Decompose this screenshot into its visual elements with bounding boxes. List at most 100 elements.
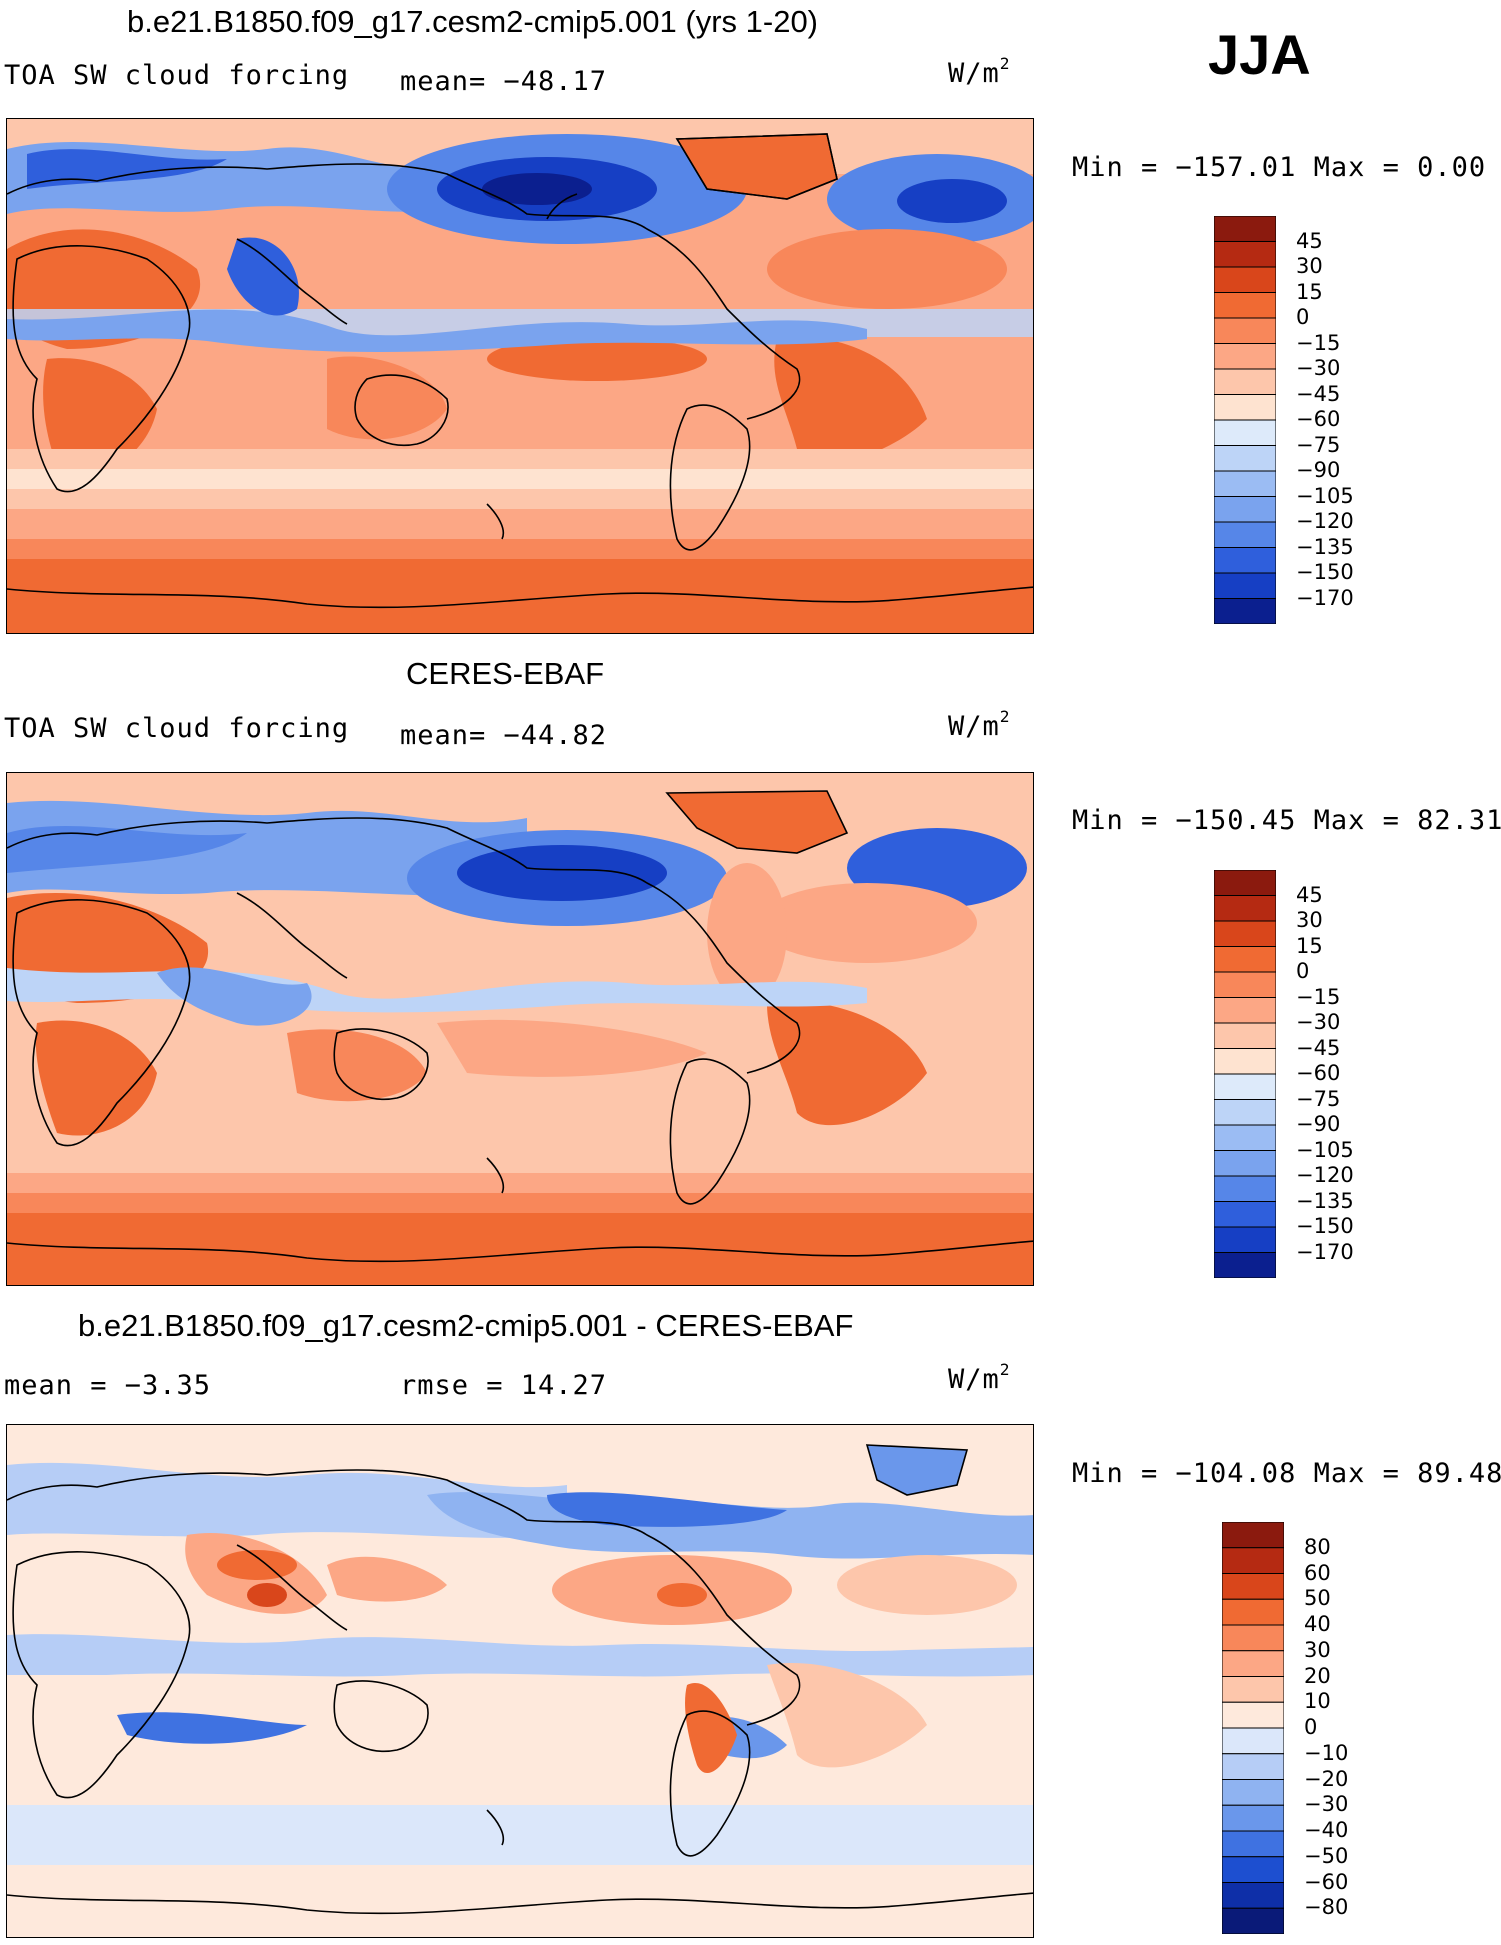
colorbar-tick-label: −60 <box>1296 1061 1341 1085</box>
panel-1-colorbar <box>1213 215 1277 625</box>
colorbar-tick-label: −45 <box>1296 1035 1341 1060</box>
colorbar-swatch <box>1213 317 1277 344</box>
panel-2-title: CERES-EBAF <box>406 656 605 691</box>
colorbar-swatch <box>1221 1650 1285 1677</box>
colorbar-tick-label: 50 <box>1304 1586 1331 1611</box>
colorbar-swatch <box>1213 1150 1277 1177</box>
panel-3-units: W/m2 <box>948 1360 1011 1395</box>
colorbar-swatch <box>1213 997 1277 1024</box>
colorbar-swatch <box>1213 241 1277 268</box>
colorbar-tick-label: 0 <box>1304 1715 1318 1739</box>
panel-2-units: W/m2 <box>948 707 1011 742</box>
colorbar-tick-label: 45 <box>1296 228 1323 253</box>
colorbar-swatch <box>1213 971 1277 998</box>
panel-3-title: b.e21.B1850.f09_g17.cesm2-cmip5.001 - CE… <box>78 1308 854 1343</box>
colorbar-tick-label: −15 <box>1296 984 1341 1009</box>
colorbar-swatch <box>1213 292 1277 319</box>
colorbar-tick-label: −120 <box>1296 1163 1354 1187</box>
colorbar-swatch <box>1213 1175 1277 1202</box>
colorbar-swatch <box>1213 946 1277 973</box>
colorbar-swatch <box>1221 1624 1285 1652</box>
colorbar-tick-label: 0 <box>1296 305 1310 329</box>
colorbar-swatch <box>1221 1753 1285 1780</box>
colorbar-tick-label: 10 <box>1304 1689 1331 1714</box>
panel-2-colorbar <box>1213 869 1277 1279</box>
colorbar-swatch <box>1221 1701 1285 1729</box>
colorbar-swatch <box>1221 1547 1285 1574</box>
colorbar-tick-label: −170 <box>1296 1239 1354 1264</box>
colorbar-swatch <box>1213 572 1277 599</box>
colorbar-tick-label: −90 <box>1296 1112 1341 1136</box>
panel-2-coastlines <box>7 790 1033 1263</box>
colorbar-tick-label: −105 <box>1296 1137 1354 1162</box>
colorbar-tick-label: −60 <box>1296 407 1341 431</box>
colorbar-swatch <box>1221 1598 1285 1626</box>
colorbar-tick-label: 15 <box>1296 279 1323 304</box>
colorbar-swatch <box>1221 1521 1285 1549</box>
colorbar-tick-label: −120 <box>1296 509 1354 533</box>
colorbar-swatch <box>1213 419 1277 446</box>
colorbar-tick-label: −150 <box>1296 560 1354 584</box>
colorbar-swatch <box>1221 1856 1285 1883</box>
colorbar-tick-label: 60 <box>1304 1560 1331 1585</box>
panel-1-map <box>6 118 1034 634</box>
colorbar-tick-label: 30 <box>1296 908 1323 932</box>
colorbar-tick-label: −135 <box>1296 1188 1354 1213</box>
colorbar-tick-label: 15 <box>1296 933 1323 958</box>
panel-3-colorbar-labels: 80 60 50 40 30 20 10 0 −10 −20 −30 −40 −50 −60 −80 <box>1304 1522 1424 1934</box>
colorbar-swatch <box>1213 266 1277 293</box>
colorbar-swatch <box>1213 343 1277 370</box>
colorbar-tick-label: −150 <box>1296 1214 1354 1238</box>
panel-1-units: W/m2 <box>948 54 1011 89</box>
colorbar-swatch <box>1213 547 1277 574</box>
panel-3-minmax: Min = −104.08 Max = 89.48 <box>1072 1458 1501 1489</box>
colorbar-tick-label: −75 <box>1296 1086 1341 1111</box>
panel-3-colorbar <box>1221 1521 1285 1935</box>
panel-3-coastlines <box>7 1444 1033 1915</box>
panel-2-variable-label: TOA SW cloud forcing <box>4 713 350 744</box>
colorbar-swatch <box>1221 1573 1285 1600</box>
colorbar-tick-label: −170 <box>1296 585 1354 610</box>
panel-1-minmax: Min = −157.01 Max = 0.00 <box>1072 152 1487 183</box>
colorbar-tick-label: −75 <box>1296 432 1341 457</box>
panel-1-title: b.e21.B1850.f09_g17.cesm2-cmip5.001 (yrs… <box>127 4 819 39</box>
panel-3-rmse-label: rmse = 14.27 <box>400 1370 608 1401</box>
colorbar-swatch <box>1221 1727 1285 1755</box>
colorbar-swatch <box>1213 215 1277 242</box>
panel-2-map <box>6 772 1034 1286</box>
colorbar-tick-label: −50 <box>1304 1843 1349 1868</box>
colorbar-swatch <box>1213 470 1277 497</box>
colorbar-swatch <box>1213 1073 1277 1100</box>
panel-3-mean-label: mean = −3.35 <box>4 1370 212 1401</box>
colorbar-swatch <box>1213 1252 1277 1279</box>
panel-2-minmax: Min = −150.45 Max = 82.31 <box>1072 805 1501 836</box>
panel-3-map <box>6 1424 1034 1938</box>
colorbar-swatch <box>1213 920 1277 947</box>
colorbar-tick-label: 0 <box>1296 959 1310 983</box>
colorbar-swatch <box>1221 1804 1285 1832</box>
colorbar-swatch <box>1213 1124 1277 1151</box>
colorbar-swatch <box>1221 1907 1285 1935</box>
colorbar-swatch <box>1213 496 1277 523</box>
colorbar-swatch <box>1213 394 1277 421</box>
colorbar-tick-label: −10 <box>1304 1740 1349 1765</box>
colorbar-tick-label: 40 <box>1304 1612 1331 1636</box>
colorbar-tick-label: −30 <box>1304 1792 1349 1817</box>
panel-1-mean-label: mean= −48.17 <box>400 66 608 97</box>
panel-1-colorbar-labels: 45 30 15 0 −15 −30 −45 −60 −75 −90 −105 −120 −135 −15… <box>1296 216 1416 624</box>
colorbar-tick-label: 80 <box>1304 1534 1331 1559</box>
colorbar-tick-label: −135 <box>1296 534 1354 559</box>
colorbar-tick-label: 45 <box>1296 882 1323 907</box>
colorbar-tick-label: 30 <box>1296 254 1323 278</box>
colorbar-tick-label: −15 <box>1296 330 1341 355</box>
panel-2-mean-label: mean= −44.82 <box>400 720 608 751</box>
colorbar-swatch <box>1213 1048 1277 1075</box>
panel-1-coastlines <box>7 133 1033 609</box>
colorbar-tick-label: −105 <box>1296 483 1354 508</box>
colorbar-tick-label: −40 <box>1304 1818 1349 1842</box>
colorbar-swatch <box>1213 1201 1277 1228</box>
colorbar-tick-label: −30 <box>1296 1010 1341 1034</box>
colorbar-tick-label: −90 <box>1296 458 1341 482</box>
colorbar-tick-label: −80 <box>1304 1895 1349 1920</box>
colorbar-tick-label: 20 <box>1304 1663 1331 1688</box>
